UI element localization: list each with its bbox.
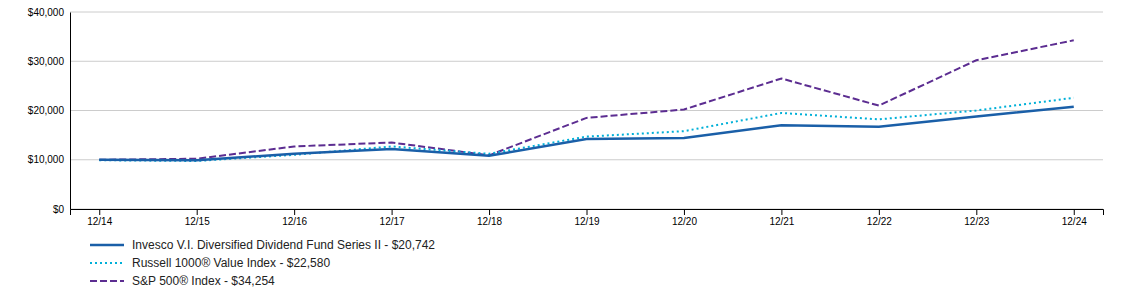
x-tick-label: 12/22 [867, 216, 892, 227]
x-tick-label: 12/16 [282, 216, 307, 227]
y-tick-label: $30,000 [28, 56, 65, 67]
x-tick-mark [294, 209, 295, 215]
x-tick: 12/19 [574, 209, 599, 227]
grid [70, 12, 1103, 209]
x-tick-label: 12/18 [477, 216, 502, 227]
x-tick-mark [587, 209, 588, 215]
x-tick-mark [197, 209, 198, 215]
legend-label: Invesco V.I. Diversified Dividend Fund S… [132, 238, 435, 252]
legend-item: Russell 1000® Value Index - $22,580 [90, 256, 330, 270]
x-tick: 12/23 [964, 209, 989, 227]
y-tick-label: $10,000 [28, 154, 65, 165]
x-tick-label: 12/21 [769, 216, 794, 227]
legend-label: S&P 500® Index - $34,254 [132, 274, 275, 288]
x-axis-line [71, 210, 1104, 216]
legend-swatch [90, 262, 124, 264]
y-axis-line [70, 13, 71, 210]
grid-line [70, 61, 1103, 62]
plot: $0 $10,000 $20,000 $30,000 $40,000 12/14 12/15… [28, 7, 1104, 227]
legend-swatch [90, 244, 124, 247]
x-tick: 12/16 [282, 209, 307, 227]
x-tick-label: 12/24 [1062, 216, 1087, 227]
grid-line [70, 110, 1103, 111]
y-tick: $30,000 [28, 56, 70, 67]
legend-label: Russell 1000® Value Index - $22,580 [132, 256, 330, 270]
y-tick-label: $0 [53, 204, 65, 215]
x-tick: 12/22 [867, 209, 892, 227]
x-tick: 12/17 [380, 209, 405, 227]
x-tick: 12/15 [185, 209, 210, 227]
y-tick: $40,000 [28, 7, 70, 18]
grid-line [70, 12, 1103, 13]
x-axis: 12/14 12/15 12/16 12/17 12/18 12/19 12/20 12/21… [71, 209, 1104, 227]
y-axis: $0 $10,000 $20,000 $30,000 $40,000 [28, 7, 71, 215]
x-tick-mark [976, 209, 977, 215]
x-tick-mark [781, 209, 782, 215]
x-tick-label: 12/15 [185, 216, 210, 227]
chart: $0 $10,000 $20,000 $30,000 $40,000 12/14 12/15… [0, 0, 1123, 304]
legend-item: Invesco V.I. Diversified Dividend Fund S… [90, 238, 435, 252]
y-tick: $0 [53, 204, 70, 215]
legend-item: S&P 500® Index - $34,254 [90, 274, 275, 288]
x-tick-label: 12/14 [87, 216, 112, 227]
y-tick-label: $40,000 [28, 7, 65, 18]
series-line [99, 107, 1074, 160]
x-tick: 12/18 [477, 209, 502, 227]
x-tick-label: 12/23 [964, 216, 989, 227]
legend-swatch [90, 280, 124, 282]
legend: Invesco V.I. Diversified Dividend Fund S… [90, 238, 435, 288]
lines [99, 40, 1074, 161]
series-line [99, 98, 1074, 161]
x-tick: 12/21 [769, 209, 794, 227]
x-tick-label: 12/17 [380, 216, 405, 227]
x-tick-mark [1074, 209, 1075, 215]
y-tick: $20,000 [28, 105, 70, 116]
x-tick-label: 12/19 [574, 216, 599, 227]
x-tick-mark [489, 209, 490, 215]
x-tick-mark [879, 209, 880, 215]
x-tick: 12/20 [672, 209, 697, 227]
x-tick-mark [99, 209, 100, 215]
y-tick: $10,000 [28, 154, 70, 165]
x-tick: 12/24 [1062, 209, 1087, 227]
x-tick-mark [392, 209, 393, 215]
x-tick-mark [684, 209, 685, 215]
series-line [99, 40, 1074, 159]
y-tick-label: $20,000 [28, 105, 65, 116]
x-tick-label: 12/20 [672, 216, 697, 227]
x-tick: 12/14 [87, 209, 112, 227]
